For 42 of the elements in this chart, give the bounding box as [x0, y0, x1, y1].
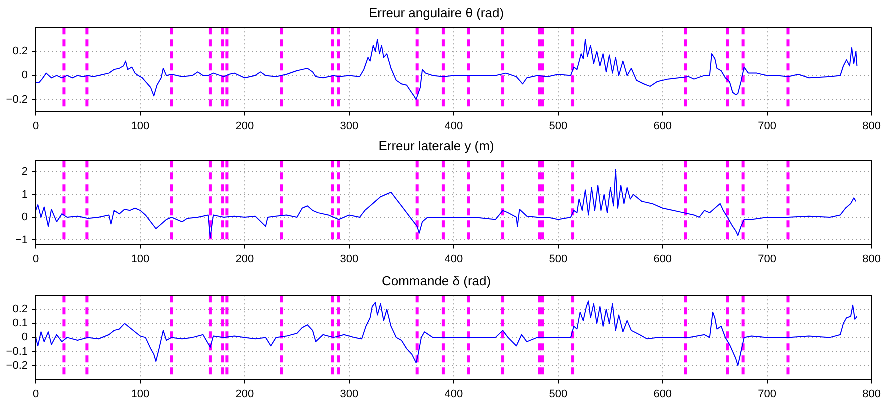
x-tick-label: 300 — [340, 388, 359, 400]
y-tick-label: −0.2 — [6, 94, 28, 106]
x-tick-label: 200 — [236, 120, 254, 132]
x-tick-label: 600 — [654, 253, 672, 266]
y-tick-label: 2 — [22, 166, 28, 178]
x-tick-label: 100 — [131, 120, 150, 132]
y-tick-label: 0 — [22, 212, 28, 224]
x-tick-label: 100 — [131, 253, 150, 266]
x-tick-label: 600 — [654, 120, 672, 132]
y-tick-label: 0 — [22, 332, 28, 344]
chart-title: Erreur angulaire θ (rad) — [368, 5, 504, 20]
y-tick-label: 1 — [22, 188, 28, 201]
chart-title: Commande δ (rad) — [382, 273, 492, 288]
x-tick-label: 400 — [444, 388, 464, 400]
y-tick-label: 0.2 — [12, 46, 28, 58]
x-tick-label: 400 — [444, 253, 464, 266]
x-tick-label: 400 — [444, 120, 464, 132]
x-tick-label: 800 — [862, 388, 882, 400]
x-tick-label: 700 — [758, 253, 777, 266]
y-tick-label: 0.1 — [12, 318, 28, 330]
x-tick-label: 600 — [654, 388, 672, 400]
y-tick-label: −0.1 — [6, 346, 28, 358]
x-tick-label: 700 — [758, 120, 777, 132]
x-tick-label: 800 — [862, 120, 882, 132]
chart-title: Erreur laterale y (m) — [378, 138, 494, 154]
x-tick-label: 0 — [32, 388, 40, 400]
x-tick-label: 0 — [32, 253, 40, 266]
y-tick-label: −0.2 — [6, 360, 28, 372]
x-tick-label: 700 — [758, 388, 777, 400]
x-tick-label: 200 — [236, 388, 254, 400]
x-tick-label: 200 — [236, 253, 254, 266]
y-tick-label: −1 — [15, 234, 28, 246]
x-tick-label: 300 — [340, 120, 359, 132]
x-tick-label: 800 — [862, 253, 882, 266]
y-tick-label: 0 — [22, 70, 28, 82]
x-tick-label: 300 — [340, 253, 359, 266]
x-tick-label: 0 — [32, 120, 40, 132]
x-tick-label: 500 — [549, 388, 568, 400]
y-tick-label: 0.2 — [12, 304, 28, 316]
x-tick-label: 500 — [549, 253, 568, 266]
x-tick-label: 100 — [131, 388, 150, 400]
x-tick-label: 500 — [549, 120, 568, 132]
